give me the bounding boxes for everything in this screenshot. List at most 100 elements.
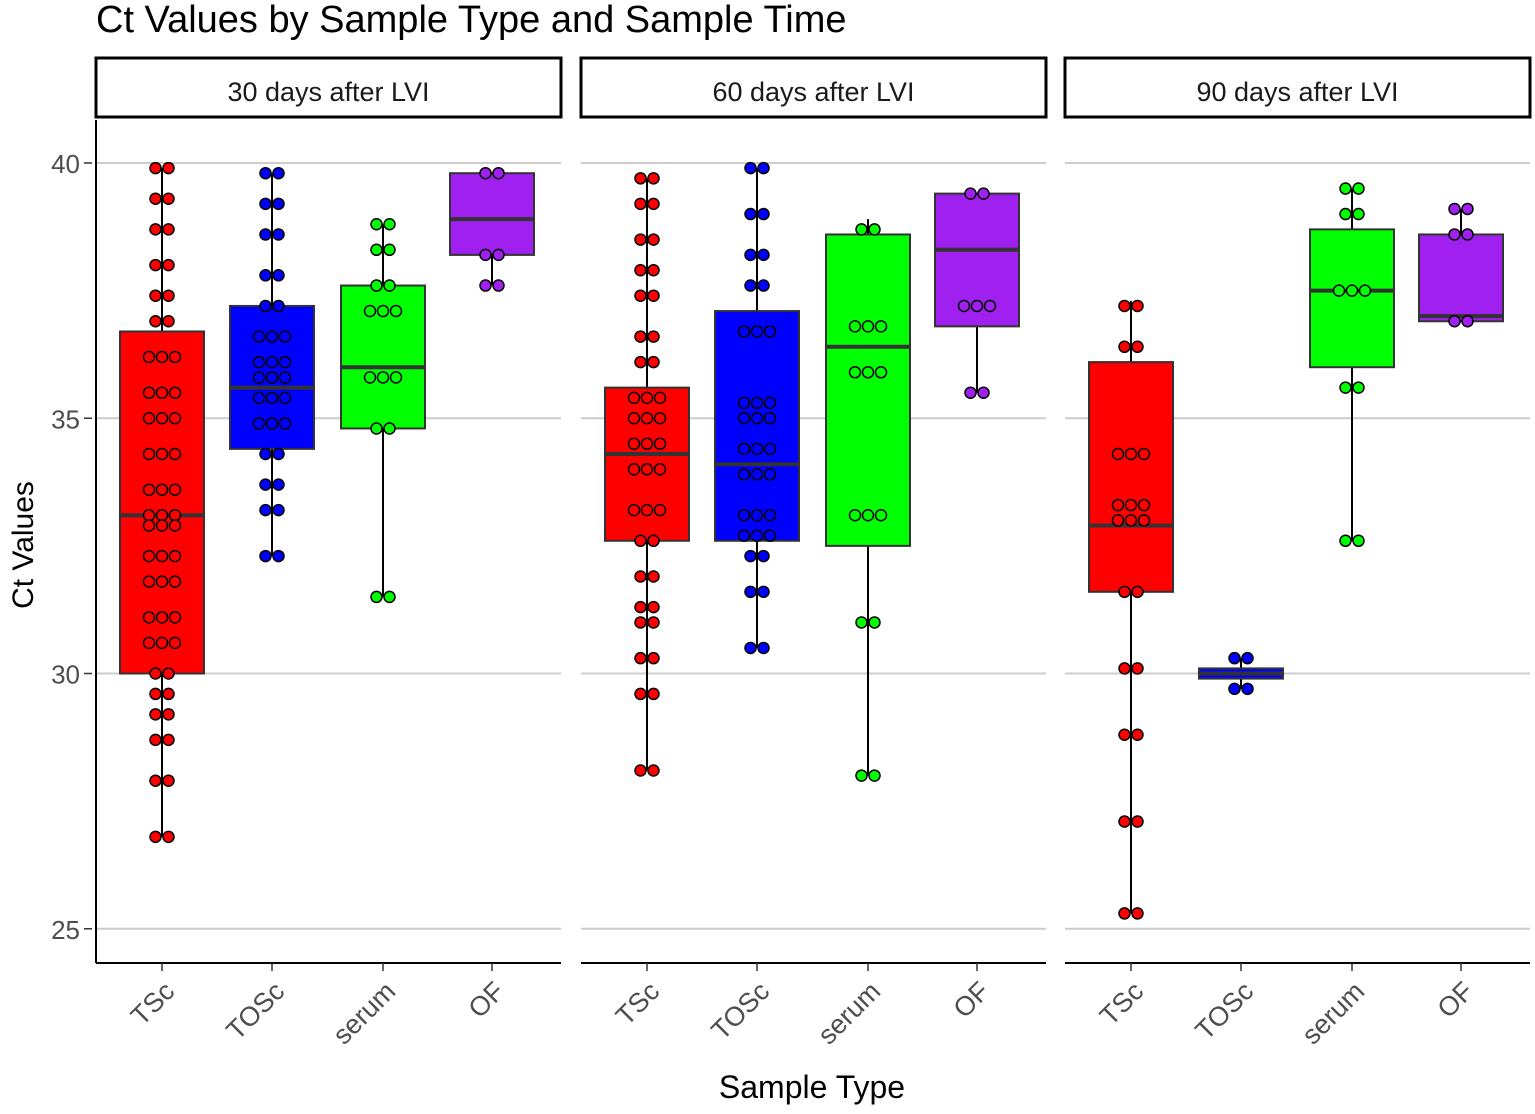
point-panel3-TSc-6-0: [1118, 662, 1131, 675]
point-panel1-TOSc-9-0: [252, 417, 266, 430]
point-panel3-TSc-0-0: [1118, 299, 1131, 313]
point-panel1-TSc-15-2: [168, 611, 182, 624]
point-panel1-TSc-22-0: [149, 830, 162, 844]
point-panel3-serum-3-0: [1339, 381, 1352, 394]
y-tick-label-25: 25: [51, 915, 80, 945]
point-panel1-serum-6-1: [383, 590, 396, 604]
point-panel1-serum-0-1: [383, 218, 396, 231]
point-panel1-serum-2-1: [383, 279, 396, 292]
point-panel1-TOSc-8-1: [265, 391, 279, 405]
point-panel2-TSc-11-2: [653, 503, 667, 517]
point-panel1-TOSc-1-1: [272, 197, 285, 211]
point-panel3-TSc-3-0: [1111, 498, 1125, 512]
point-panel1-TSc-6-1: [155, 350, 169, 364]
point-panel1-TSc-7-1: [155, 386, 169, 399]
point-panel1-TSc-14-2: [168, 575, 182, 588]
point-panel1-TSc-8-1: [155, 412, 169, 425]
point-panel1-TOSc-9-1: [265, 417, 279, 430]
point-panel1-TOSc-10-0: [259, 447, 272, 461]
point-panel2-TSc-18-0: [634, 764, 647, 777]
point-panel2-TSc-0-1: [647, 172, 660, 185]
point-panel2-TOSc-10-1: [750, 529, 764, 542]
facet-strip-label-1: 30 days after LVI: [227, 77, 429, 107]
box-panel2-TOSc: [714, 310, 800, 542]
point-panel2-OF-2-1: [977, 386, 990, 399]
point-panel1-TSc-9-1: [155, 447, 169, 461]
point-panel2-TOSc-9-1: [750, 508, 764, 522]
point-panel2-TSc-13-1: [647, 570, 660, 583]
point-panel1-TSc-7-0: [142, 386, 156, 399]
point-panel1-TSc-8-2: [168, 412, 182, 425]
point-panel2-TOSc-11-0: [744, 549, 757, 563]
chart-title: Ct Values by Sample Type and Sample Time: [96, 0, 847, 41]
point-panel2-TOSc-2-1: [757, 248, 770, 262]
point-panel2-OF-1-0: [957, 299, 971, 313]
point-panel1-TSc-6-0: [142, 350, 156, 364]
point-panel1-TSc-11-0: [142, 508, 156, 522]
point-panel3-OF-1-0: [1448, 228, 1461, 241]
x-tick-label-panel1-OF: OF: [463, 976, 511, 1024]
point-panel3-serum-4-0: [1339, 534, 1352, 548]
point-panel1-TSc-17-1: [162, 667, 175, 680]
point-panel1-TOSc-10-1: [272, 447, 285, 461]
point-panel2-serum-5-0: [855, 769, 868, 782]
point-panel2-TSc-7-1: [640, 391, 654, 405]
point-panel3-OF-0-0: [1448, 202, 1461, 216]
point-panel1-TSc-1-1: [162, 192, 175, 205]
point-panel3-serum-2-2: [1358, 284, 1372, 297]
point-panel2-serum-2-1: [861, 366, 875, 379]
point-panel1-TSc-9-0: [142, 447, 156, 461]
point-panel3-TSc-4-1: [1124, 514, 1138, 527]
point-panel1-serum-3-1: [376, 304, 390, 318]
point-panel2-TSc-7-2: [653, 391, 667, 405]
point-panel1-TSc-0-1: [162, 161, 175, 175]
point-panel2-TOSc-3-1: [757, 279, 770, 292]
point-panel2-serum-1-1: [861, 320, 875, 333]
point-panel2-serum-4-0: [855, 616, 868, 629]
point-panel1-TOSc-4-0: [259, 299, 272, 313]
point-panel1-TOSc-13-0: [259, 549, 272, 563]
point-panel2-TOSc-11-1: [757, 549, 770, 563]
point-panel2-TOSc-5-2: [763, 396, 777, 410]
point-panel2-TOSc-5-1: [750, 396, 764, 410]
point-panel1-TOSc-13-1: [272, 549, 285, 563]
point-panel3-TSc-7-1: [1131, 728, 1144, 742]
point-panel1-TOSc-1-0: [259, 197, 272, 211]
point-panel2-TSc-16-0: [634, 651, 647, 665]
point-panel1-TSc-10-1: [155, 483, 169, 496]
point-panel1-TSc-10-0: [142, 483, 156, 496]
point-panel3-serum-3-1: [1352, 381, 1365, 394]
point-panel2-TSc-15-0: [634, 616, 647, 629]
point-panel3-serum-2-1: [1345, 284, 1359, 297]
point-panel1-TSc-2-0: [149, 223, 162, 236]
point-panel3-TSc-7-0: [1118, 728, 1131, 742]
point-panel2-TSc-5-0: [634, 330, 647, 343]
point-panel2-TOSc-0-1: [757, 161, 770, 175]
point-panel2-TOSc-6-2: [763, 412, 777, 425]
box-panel1-OF: [449, 172, 535, 256]
point-panel1-serum-4-1: [376, 371, 390, 384]
y-tick-label-35: 35: [51, 404, 80, 434]
point-panel3-TSc-8-0: [1118, 815, 1131, 828]
point-panel1-TOSc-8-2: [278, 391, 292, 405]
point-panel2-TOSc-9-2: [763, 508, 777, 522]
point-panel2-TSc-9-2: [653, 437, 667, 451]
point-panel2-TSc-11-1: [640, 503, 654, 517]
point-panel2-TSc-10-0: [627, 463, 641, 476]
point-panel2-TOSc-12-1: [757, 585, 770, 599]
point-panel1-TSc-1-0: [149, 192, 162, 205]
point-panel3-TOSc-1-1: [1241, 682, 1254, 696]
point-panel2-TSc-15-1: [647, 616, 660, 629]
point-panel2-OF-1-2: [983, 299, 997, 313]
point-panel2-serum-3-2: [874, 508, 888, 522]
point-panel1-TSc-11-2: [168, 508, 182, 522]
point-panel3-serum-2-0: [1332, 284, 1346, 297]
point-panel2-OF-0-1: [977, 187, 990, 200]
point-panel2-TOSc-2-0: [744, 248, 757, 262]
point-panel1-TSc-5-1: [162, 315, 175, 328]
point-panel2-serum-0-0: [855, 223, 868, 236]
point-panel2-TOSc-3-0: [744, 279, 757, 292]
point-panel2-OF-1-1: [970, 299, 984, 313]
point-panel1-serum-1-0: [370, 243, 383, 257]
point-panel3-serum-1-1: [1352, 207, 1365, 221]
